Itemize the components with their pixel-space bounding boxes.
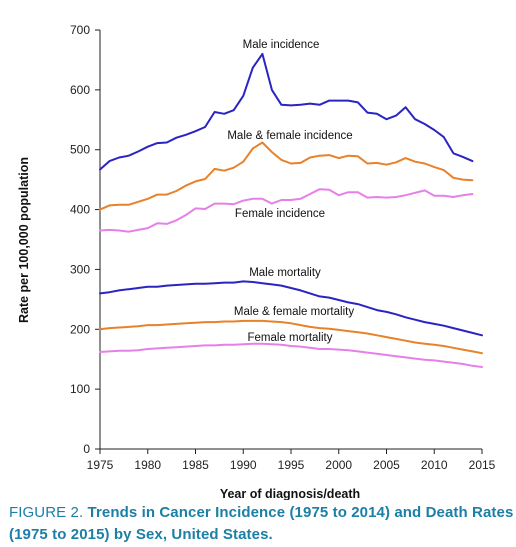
series-label-male-and-female-incidence: Male & female incidence — [227, 130, 352, 142]
y-tick-label: 100 — [70, 382, 90, 396]
series-label-male-and-female-mortality: Male & female mortality — [234, 306, 354, 318]
series-line-male-mortality — [99, 280, 483, 337]
series-label-male-incidence: Male incidence — [243, 39, 320, 51]
series-line-female-mortality — [99, 342, 483, 368]
series-line-female-incidence — [99, 188, 474, 233]
x-tick-label: 1995 — [278, 458, 305, 472]
series-line-male-and-female-mortality — [99, 319, 483, 355]
y-tick-label: 0 — [83, 442, 90, 456]
x-tick-label: 1980 — [134, 458, 161, 472]
x-tick-label: 2010 — [421, 458, 448, 472]
series-label-male-mortality: Male mortality — [249, 267, 321, 279]
x-tick-label: 1975 — [87, 458, 114, 472]
x-tick-label: 2000 — [325, 458, 352, 472]
y-tick-label: 200 — [70, 322, 90, 336]
y-tick-label: 500 — [70, 143, 90, 157]
y-tick-label: 600 — [70, 83, 90, 97]
y-tick-label: 300 — [70, 262, 90, 276]
figure-number: FIGURE 2. — [9, 504, 84, 521]
x-tick-label: 2015 — [469, 458, 496, 472]
x-tick-label: 1990 — [230, 458, 257, 472]
series-label-female-incidence: Female incidence — [235, 208, 325, 220]
series-line-male-incidence — [99, 52, 474, 171]
y-axis-title: Rate per 100,000 population — [17, 157, 31, 323]
y-tick-label: 700 — [70, 23, 90, 37]
series-label-female-mortality: Female mortality — [248, 332, 333, 344]
x-tick-label: 1985 — [182, 458, 209, 472]
series-labels: Male incidence Male & female incidence Fem… — [227, 39, 354, 344]
y-tick-label: 400 — [70, 203, 90, 217]
x-axis-title: Year of diagnosis/death — [220, 487, 360, 500]
axes: 0 100 200 300 400 500 600 700 1975 1980 1985 1990 19… — [70, 23, 496, 472]
figure-caption: FIGURE 2. Trends in Cancer Incidence (19… — [9, 502, 514, 546]
series-lines — [99, 52, 483, 368]
figure-caption-text: Trends in Cancer Incidence (1975 to 2014… — [9, 504, 514, 543]
line-chart: 0 100 200 300 400 500 600 700 1975 1980 1985 1990 19… — [17, 23, 496, 500]
series-line-male-and-female-incidence — [99, 141, 474, 211]
x-tick-label: 2005 — [373, 458, 400, 472]
